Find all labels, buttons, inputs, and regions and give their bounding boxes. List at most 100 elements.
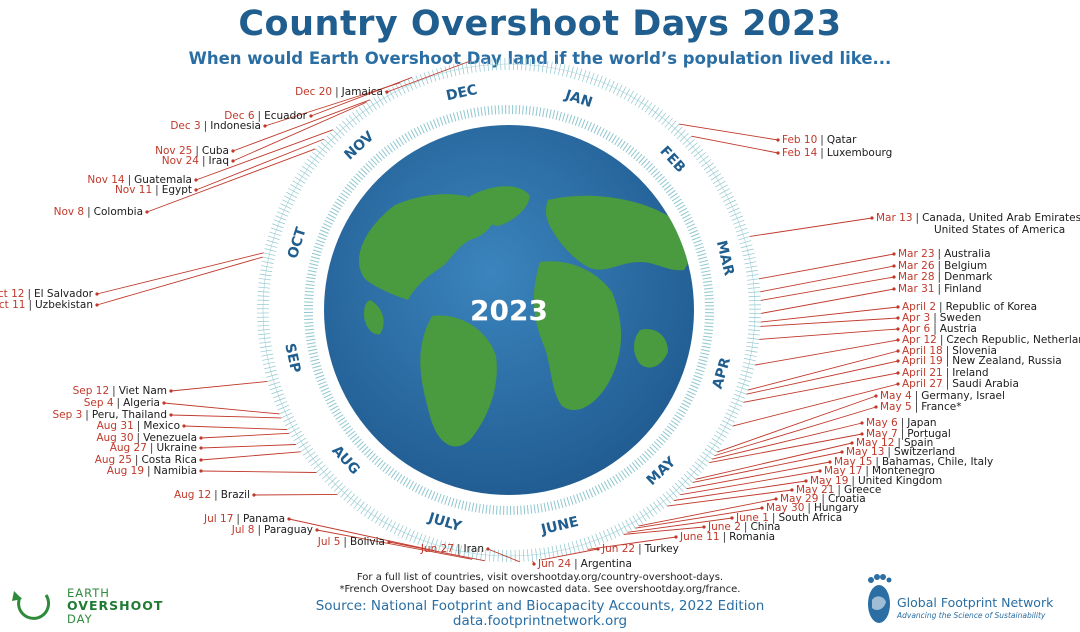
- leader-dot: [874, 405, 877, 408]
- leader-line: [755, 340, 898, 365]
- leader-dot: [231, 149, 234, 152]
- leader-line: [171, 381, 267, 391]
- footnote-full-list: For a full list of countries, visit over…: [230, 572, 850, 583]
- leader-dot: [199, 458, 202, 461]
- country-name: Bolivia: [350, 536, 385, 548]
- overshoot-date: Nov 25: [155, 145, 192, 157]
- leader-dot: [674, 535, 677, 538]
- separator: |: [332, 86, 342, 98]
- leader-dot: [896, 316, 899, 319]
- country-label: Aug 30|Venezuela: [96, 432, 197, 444]
- country-name: Peru, Thailand: [92, 409, 167, 421]
- country-label: Jul 5|Bolivia: [318, 536, 385, 548]
- leader-dot: [896, 349, 899, 352]
- leader-line: [184, 426, 287, 430]
- overshoot-date: Mar 28: [898, 271, 935, 283]
- leader-dot: [252, 493, 255, 496]
- country-name: Costa Rica: [141, 454, 197, 466]
- leader-dot: [169, 389, 172, 392]
- country-label: Jul 17|Panama: [204, 513, 285, 525]
- country-label: Aug 12|Brazil: [174, 489, 250, 501]
- country-label: Jul 8|Paraguay: [232, 524, 313, 536]
- footnote-france: *French Overshoot Day based on nowcasted…: [230, 584, 850, 595]
- leader-line: [201, 433, 289, 438]
- country-label: Jun 22|Turkey: [602, 543, 679, 555]
- month-label-aug: AUG: [328, 443, 362, 478]
- country-name: Panama: [243, 513, 285, 525]
- overshoot-date: Sep 4: [84, 397, 114, 409]
- gfn-tagline: Advancing the Science of Sustainability: [897, 611, 1045, 620]
- country-name: Guatemala: [134, 174, 192, 186]
- country-label: Mar 31|Finland: [898, 283, 982, 295]
- overshoot-date: Nov 8: [54, 206, 85, 218]
- leader-dot: [896, 327, 899, 330]
- month-label-nov: NOV: [341, 128, 377, 163]
- overshoot-date: Mar 31: [898, 283, 935, 295]
- leader-line: [171, 415, 281, 418]
- leader-dot: [169, 413, 172, 416]
- separator: |: [211, 489, 221, 501]
- country-label: Aug 25|Costa Rica: [95, 454, 197, 466]
- separator: |: [109, 385, 119, 397]
- country-name: Jamaica: [342, 86, 383, 98]
- leader-dot: [892, 252, 895, 255]
- country-label: Oct 11|Uzbekistan: [0, 299, 93, 311]
- leader-dot: [828, 460, 831, 463]
- overshoot-date: Oct 12: [0, 288, 24, 300]
- country-name: Romania: [729, 531, 775, 543]
- country-label: May 5|France*: [880, 401, 961, 413]
- leader-dot: [182, 424, 185, 427]
- country-name: Denmark: [944, 271, 992, 283]
- country-name: Argentina: [581, 558, 632, 570]
- globe: 2023: [324, 125, 694, 495]
- separator: |: [912, 401, 922, 413]
- separator: |: [192, 145, 202, 157]
- country-label: Dec 20|Jamaica: [295, 86, 383, 98]
- leader-line: [201, 452, 301, 460]
- separator: |: [817, 147, 827, 159]
- overshoot-date: May 5: [880, 401, 912, 413]
- month-label-mar: MAR: [713, 239, 737, 278]
- leader-dot: [896, 382, 899, 385]
- overshoot-date: Aug 30: [96, 432, 133, 444]
- month-label-jan: JAN: [562, 87, 594, 111]
- overshoot-date: Nov 14: [87, 174, 124, 186]
- overshoot-date: Feb 10: [782, 134, 817, 146]
- separator: |: [144, 465, 154, 477]
- country-name: Finland: [944, 283, 982, 295]
- country-name: Qatar: [827, 134, 857, 146]
- month-label-july: JULY: [426, 510, 464, 536]
- overshoot-date: Aug 31: [97, 420, 134, 432]
- leader-dot: [892, 287, 895, 290]
- overshoot-date: Jun 22: [602, 543, 635, 555]
- leader-line: [97, 257, 263, 305]
- separator: |: [82, 409, 92, 421]
- leader-dot: [95, 292, 98, 295]
- leader-dot: [896, 359, 899, 362]
- separator: |: [935, 271, 945, 283]
- overshoot-date: Sep 12: [73, 385, 110, 397]
- overshoot-date: Jun 27: [421, 543, 454, 555]
- separator: |: [233, 513, 243, 525]
- leader-line: [748, 351, 898, 390]
- country-name: Paraguay: [264, 524, 313, 536]
- overshoot-date: Jul 5: [318, 536, 341, 548]
- country-label: Sep 3|Peru, Thailand: [52, 409, 167, 421]
- leader-dot: [804, 479, 807, 482]
- leader-line: [97, 253, 264, 294]
- overshoot-date: Jul 17: [204, 513, 233, 525]
- overshoot-date: Jul 8: [232, 524, 255, 536]
- earth-overshoot-day-logo: EARTH OVERSHOOT DAY: [6, 585, 206, 627]
- leader-dot: [199, 469, 202, 472]
- leader-dot: [790, 488, 793, 491]
- overshoot-arrow-icon: [6, 585, 62, 625]
- leader-dot: [860, 421, 863, 424]
- overshoot-date: April 19: [902, 355, 943, 367]
- country-name: Cuba: [202, 145, 229, 157]
- leader-dot: [892, 264, 895, 267]
- eod-logo-text-3: DAY: [67, 612, 93, 626]
- overshoot-date: Oct 11: [0, 299, 25, 311]
- leader-dot: [596, 547, 599, 550]
- separator: |: [25, 299, 35, 311]
